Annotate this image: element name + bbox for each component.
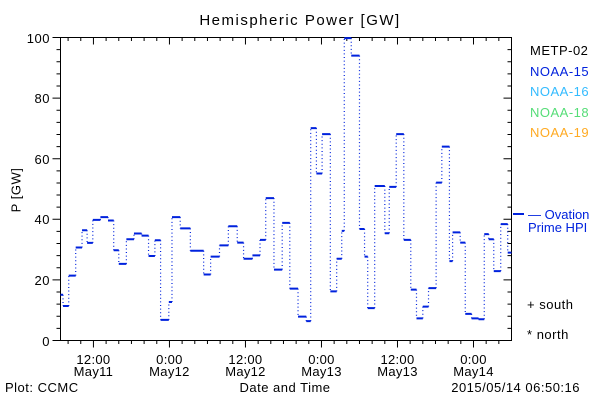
x-tick-time: 0:00 [460, 352, 487, 367]
x-tick-date: May14 [453, 364, 494, 379]
x-tick-time: 0:00 [308, 352, 335, 367]
x-tick-date: May13 [301, 364, 342, 379]
x-tick-date: May11 [73, 364, 114, 379]
hpi-step-segments [60, 37, 512, 323]
axis-ticks [52, 37, 512, 348]
y-tick-label: 80 [34, 91, 50, 107]
y-tick-label: 20 [34, 272, 50, 288]
y-tick-label: 40 [34, 212, 50, 228]
x-axis-title: Date and Time [239, 380, 331, 395]
plot-source-label: Plot: CCMC [5, 380, 79, 395]
plot-timestamp: 2015/05/14 06:50:16 [451, 380, 580, 395]
x-tick-time: 0:00 [156, 352, 183, 367]
south-symbol: + [527, 297, 536, 312]
hpi-step-connectors [62, 38, 509, 322]
y-axis-title: P [GW] [8, 167, 24, 213]
x-tick-time: 12:00 [380, 352, 415, 367]
axis-box [60, 37, 512, 341]
legend-item-noaa-15: NOAA-15 [530, 63, 590, 79]
ovation-line-sample [513, 213, 524, 215]
y-tick-label: 0 [42, 333, 50, 349]
y-tick-label: 100 [26, 30, 50, 46]
x-tick-date: May12 [225, 364, 266, 379]
legend-item-metp-02: METP-02 [530, 43, 589, 58]
legend-item-noaa-16: NOAA-16 [530, 84, 590, 100]
south-hemisphere-marker: + south [527, 297, 574, 312]
chart-title: Hemispheric Power [GW] [199, 12, 401, 29]
x-tick-date: May13 [377, 364, 418, 379]
south-text: south [539, 297, 574, 312]
legend-item-noaa-18: NOAA-18 [530, 104, 590, 120]
y-tick-label: 60 [34, 151, 50, 167]
x-tick-date: May12 [149, 364, 190, 379]
x-tick-time: 12:00 [228, 352, 263, 367]
ovation-model-label-line2: Prime HPI [528, 220, 588, 235]
north-text: north [536, 327, 569, 342]
north-symbol: * [527, 327, 533, 342]
x-tick-time: 12:00 [76, 352, 111, 367]
north-hemisphere-marker: * north [527, 327, 569, 342]
ovation-model-label-line1: — Ovation [528, 207, 590, 222]
legend-item-noaa-19: NOAA-19 [530, 125, 590, 141]
